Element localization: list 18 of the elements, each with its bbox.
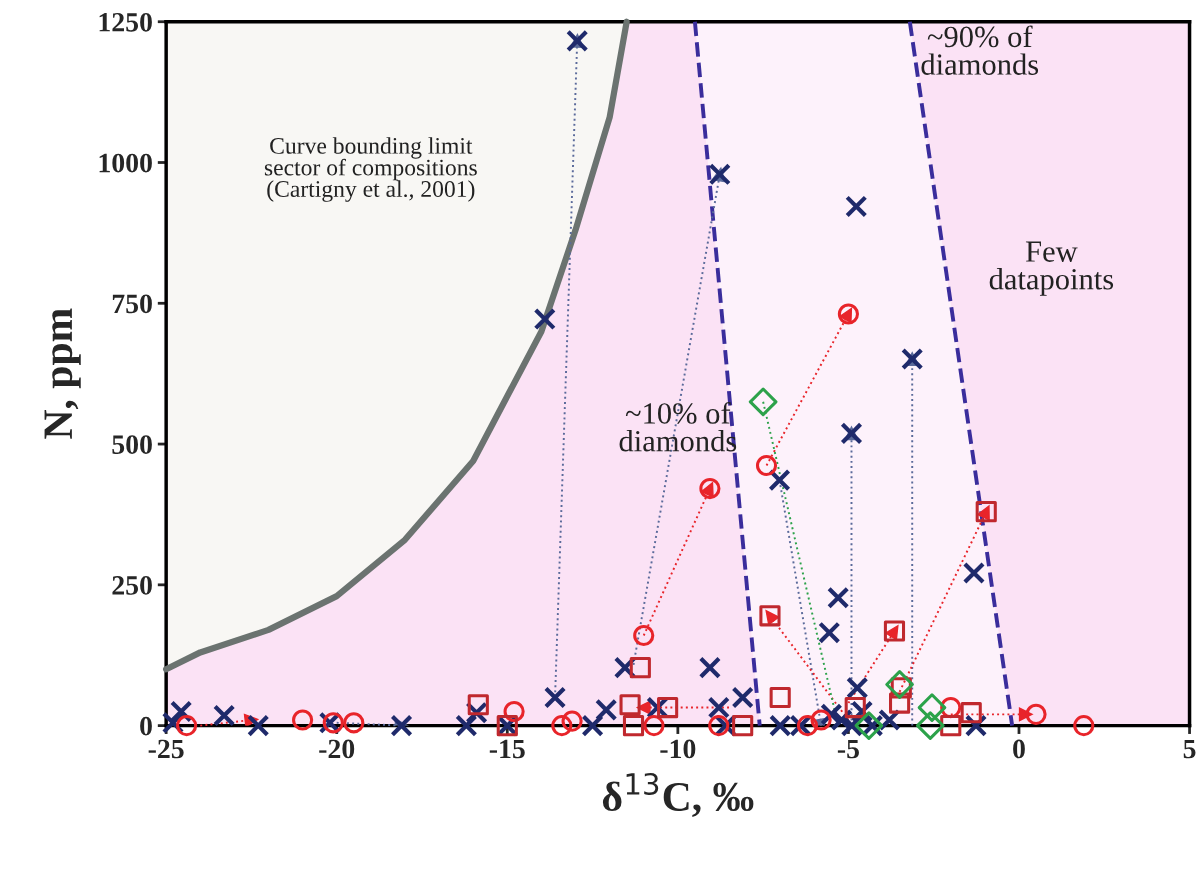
- annotation: ~90% of diamonds: [921, 25, 1039, 75]
- y-tick-label: 0: [140, 716, 152, 736]
- y-tick-label: 750: [112, 294, 152, 314]
- y-axis-title: N, ppm: [44, 308, 81, 439]
- x-tick-label: -5: [837, 739, 859, 759]
- annotation: Curve bounding limit sector of compositions (Cartigny et al., 2001): [264, 137, 477, 202]
- y-tick-label: 500: [112, 435, 152, 454]
- y-tick-label: 1000: [99, 153, 152, 173]
- annotation: Few datapoints: [989, 241, 1114, 296]
- y-tick-label: 1250: [99, 12, 152, 32]
- x-tick-label: -25: [148, 739, 184, 759]
- x-tick-label: -20: [319, 739, 355, 759]
- y-tick-label: 250: [112, 576, 152, 595]
- x-tick-label: 0: [1013, 739, 1025, 759]
- x-axis-title: δ$^{13}$C, ‰: [602, 772, 754, 817]
- x-tick-label: -15: [489, 739, 525, 759]
- x-tick-label: -10: [660, 739, 696, 759]
- x-tick-label: 5: [1183, 739, 1196, 759]
